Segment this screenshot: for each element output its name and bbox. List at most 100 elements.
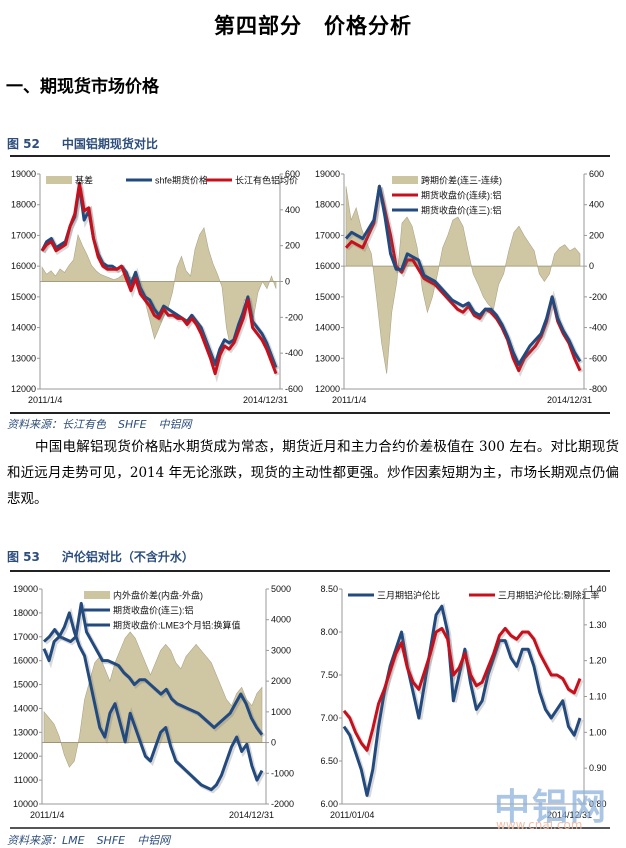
svg-text:200: 200 <box>589 230 604 240</box>
svg-text:5000: 5000 <box>271 584 291 594</box>
svg-text:1000: 1000 <box>271 707 291 717</box>
svg-text:0: 0 <box>271 738 276 748</box>
svg-text:18000: 18000 <box>11 200 36 210</box>
chart-fig52-left: 12000 13000 14000 15000 16000 17000 18000 19000… <box>11 169 303 405</box>
figure-53-source: 资料来源：LME SHFE 中铝网 <box>7 834 171 847</box>
svg-text:8.00: 8.00 <box>320 627 338 637</box>
svg-text:15000: 15000 <box>11 292 36 302</box>
svg-text:-2000: -2000 <box>271 799 294 809</box>
svg-text:14000: 14000 <box>315 323 340 333</box>
svg-text:0.80: 0.80 <box>589 799 607 809</box>
svg-text:14000: 14000 <box>13 703 38 713</box>
figure-53-number: 图 53 <box>7 550 40 564</box>
figure-52-source: 资料来源：长江有色 SHFE 中铝网 <box>7 418 192 431</box>
svg-text:2011/1/4: 2011/1/4 <box>28 395 62 405</box>
svg-text:三月期铝沪伦比:剔除汇率: 三月期铝沪伦比:剔除汇率 <box>498 590 600 601</box>
svg-text:三月期铝沪伦比: 三月期铝沪伦比 <box>377 590 440 601</box>
svg-text:8.50: 8.50 <box>320 584 338 594</box>
svg-text:400: 400 <box>285 205 300 215</box>
svg-text:1.00: 1.00 <box>589 727 607 737</box>
svg-text:-200: -200 <box>589 292 607 302</box>
svg-text:3000: 3000 <box>271 645 291 655</box>
svg-text:长江有色铝均价: 长江有色铝均价 <box>235 175 298 186</box>
svg-text:12000: 12000 <box>13 751 38 761</box>
svg-text:期货收盘价(连三):铝: 期货收盘价(连三):铝 <box>113 605 194 616</box>
svg-text:期货收盘价(连三):铝: 期货收盘价(连三):铝 <box>421 205 502 216</box>
svg-text:期货收盘价:LME3个月铝:换算值: 期货收盘价:LME3个月铝:换算值 <box>113 620 241 631</box>
svg-text:11000: 11000 <box>14 775 38 785</box>
watermark-url: www.cnal.com <box>496 818 583 832</box>
svg-text:shfe期货价格: shfe期货价格 <box>155 175 208 186</box>
chart-fig53-left: 1000011000120001300014000150001600017000… <box>13 584 294 820</box>
figure-52-top-rule-ext <box>10 155 610 157</box>
svg-text:12000: 12000 <box>315 384 340 394</box>
figure-52-caption: 中国铝期现货对比 <box>61 137 158 151</box>
svg-text:1.40: 1.40 <box>589 584 607 594</box>
svg-text:0.90: 0.90 <box>589 763 607 773</box>
svg-text:17000: 17000 <box>13 632 38 642</box>
svg-text:0: 0 <box>285 277 290 287</box>
chart-fig53-right: 6.00 6.50 7.00 7.50 8.00 8.50 0.80 0.90 1.00 1.10… <box>320 584 607 820</box>
svg-text:-600: -600 <box>589 353 607 363</box>
chart-legend: 基差 shfe期货价格 长江有色铝均价 <box>46 175 298 186</box>
svg-text:7.50: 7.50 <box>320 670 338 680</box>
svg-text:19000: 19000 <box>11 169 36 179</box>
svg-text:400: 400 <box>589 200 604 210</box>
svg-text:17000: 17000 <box>315 230 340 240</box>
figure-52-bottom-rule <box>10 412 610 414</box>
svg-text:期货收盘价(连续):铝: 期货收盘价(连续):铝 <box>421 190 502 201</box>
svg-text:-400: -400 <box>285 348 303 358</box>
svg-text:基差: 基差 <box>75 175 93 186</box>
watermark-logo: 中铝网 <box>494 787 609 828</box>
svg-text:-800: -800 <box>589 384 607 394</box>
svg-text:15000: 15000 <box>13 680 38 690</box>
svg-text:15000: 15000 <box>315 292 340 302</box>
figure-53-title: 图 53 沪伦铝对比（不含升水） <box>7 548 194 565</box>
svg-text:2014/12/31: 2014/12/31 <box>547 395 592 405</box>
svg-text:13000: 13000 <box>13 727 38 737</box>
svg-text:2011/1/4: 2011/1/4 <box>332 395 366 405</box>
svg-text:600: 600 <box>285 169 300 179</box>
svg-text:18000: 18000 <box>315 200 340 210</box>
svg-text:12000: 12000 <box>11 384 36 394</box>
svg-text:16000: 16000 <box>11 261 36 271</box>
svg-text:2011/1/4: 2011/1/4 <box>30 810 64 820</box>
svg-text:2014/12/31: 2014/12/31 <box>243 395 288 405</box>
svg-text:17000: 17000 <box>11 230 36 240</box>
svg-text:18000: 18000 <box>13 608 38 618</box>
svg-text:16000: 16000 <box>315 261 340 271</box>
svg-text:0: 0 <box>589 261 594 271</box>
svg-text:6.00: 6.00 <box>320 799 338 809</box>
svg-text:13000: 13000 <box>11 353 36 363</box>
svg-text:1.20: 1.20 <box>589 656 607 666</box>
svg-text:2014/12/31: 2014/12/31 <box>547 810 592 820</box>
svg-text:2014/12/31: 2014/12/31 <box>229 810 274 820</box>
svg-text:-200: -200 <box>285 312 303 322</box>
figure-53-bottom-rule <box>10 827 610 829</box>
figure-53-top-rule <box>10 570 610 572</box>
chart-legend: 三月期铝沪伦比 三月期铝沪伦比:剔除汇率 <box>348 590 600 601</box>
figure-52-number: 图 52 <box>7 137 40 151</box>
svg-text:14000: 14000 <box>11 323 36 333</box>
svg-text:19000: 19000 <box>315 169 340 179</box>
svg-text:10000: 10000 <box>13 799 38 809</box>
svg-text:-1000: -1000 <box>271 768 294 778</box>
svg-text:-600: -600 <box>285 384 303 394</box>
svg-text:7.00: 7.00 <box>320 713 338 723</box>
svg-text:内外盘价差(内盘-外盘): 内外盘价差(内盘-外盘) <box>113 590 203 601</box>
svg-text:200: 200 <box>285 241 300 251</box>
svg-text:2011/01/04: 2011/01/04 <box>330 810 374 820</box>
page-title: 第四部分 价格分析 <box>214 14 412 38</box>
svg-text:跨期价差(连三-连续): 跨期价差(连三-连续) <box>421 175 502 186</box>
figure-52-title: 图 52 中国铝期现货对比 <box>7 135 158 152</box>
figure-53-caption: 沪伦铝对比（不含升水） <box>61 550 194 564</box>
svg-text:2000: 2000 <box>271 676 291 686</box>
svg-text:16000: 16000 <box>13 656 38 666</box>
svg-text:19000: 19000 <box>13 584 38 594</box>
svg-text:13000: 13000 <box>315 353 340 363</box>
section-title: 一、期现货市场价格 <box>6 77 159 97</box>
svg-text:1.30: 1.30 <box>589 620 607 630</box>
svg-text:4000: 4000 <box>271 615 291 625</box>
